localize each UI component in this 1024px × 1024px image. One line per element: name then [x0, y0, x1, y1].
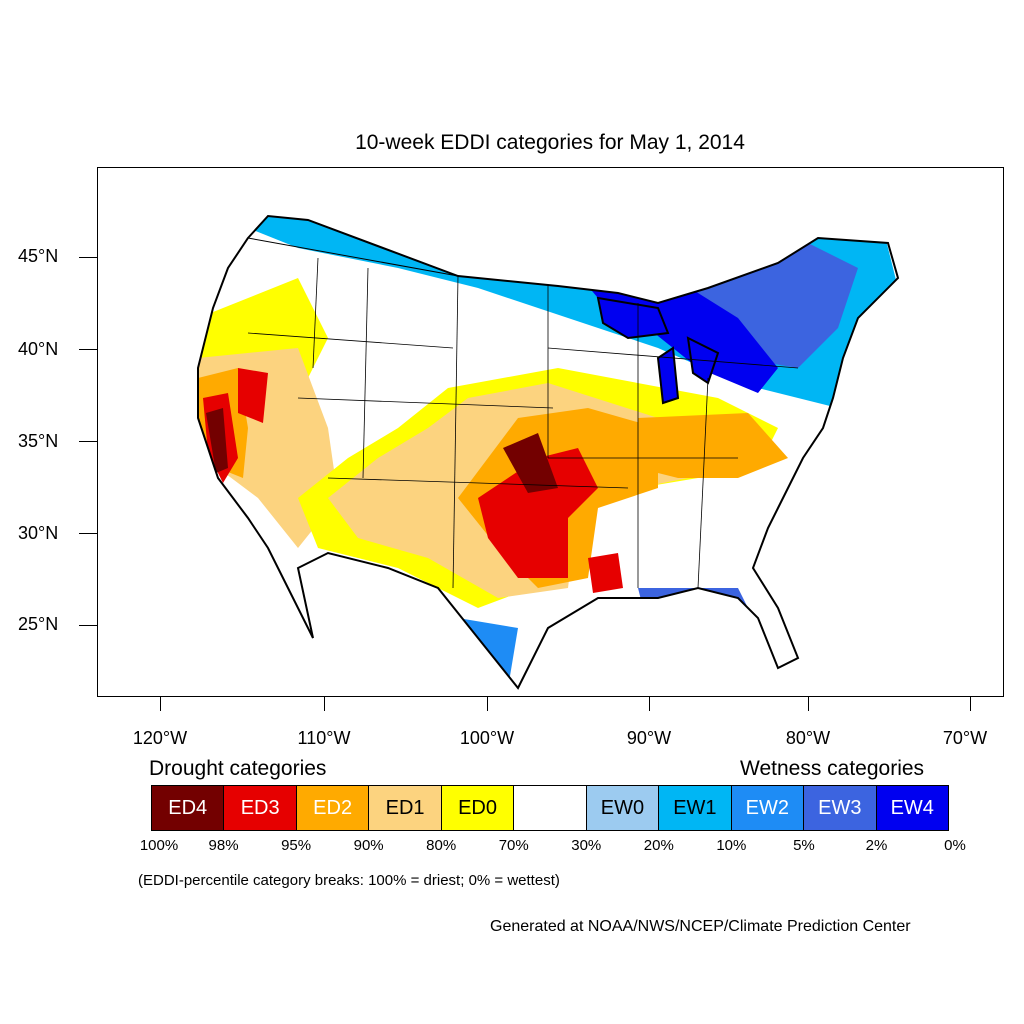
- legend-break-label: 5%: [793, 837, 815, 854]
- legend-cell-neutral: [514, 786, 587, 830]
- legend-cell-ed2: ED2: [296, 786, 370, 830]
- lon-label-90w: 90°W: [626, 728, 672, 748]
- legend-break-label: 70%: [498, 837, 529, 854]
- legend-color-bar: ED4 ED3 ED2 ED1 ED0 EW0 EW1 EW2 EW3 EW4: [151, 785, 949, 831]
- lat-tick: [79, 441, 97, 442]
- legend-cell-ed1: ED1: [369, 786, 442, 830]
- lat-tick: [79, 349, 97, 350]
- legend-cell-ed0: ED0: [441, 786, 515, 830]
- lon-label-110w: 110°W: [297, 728, 351, 748]
- legend-cell-ew0: EW0: [586, 786, 660, 830]
- legend-note: (EDDI-percentile category breaks: 100% =…: [138, 872, 560, 889]
- legend-break-label: 2%: [865, 837, 888, 854]
- legend-break-label: 30%: [571, 837, 602, 854]
- lon-tick: [160, 697, 161, 711]
- legend-break-label: 90%: [353, 837, 384, 854]
- lon-label-80w: 80°W: [785, 728, 831, 748]
- lon-tick: [808, 697, 809, 711]
- lat-tick: [79, 257, 97, 258]
- legend-break-label: 10%: [716, 837, 747, 854]
- legend-break-label: 95%: [281, 837, 312, 854]
- legend-cell-ew3: EW3: [804, 786, 877, 830]
- legend-break-label: 98%: [208, 837, 239, 854]
- lat-label-40: 40°N: [18, 339, 59, 359]
- lon-tick: [324, 697, 325, 711]
- lat-tick: [79, 625, 97, 626]
- lat-label-25: 25°N: [18, 614, 59, 634]
- legend-cell-ed4: ED4: [152, 786, 225, 830]
- legend-break-label: 100%: [139, 837, 179, 854]
- legend-wetness-heading: Wetness categories: [740, 757, 925, 780]
- credit-line: Generated at NOAA/NWS/NCEP/Climate Predi…: [490, 918, 911, 935]
- lat-label-35: 35°N: [18, 431, 59, 451]
- legend-cell-ew1: EW1: [659, 786, 732, 830]
- map-canvas: [197, 214, 900, 690]
- legend-drought-heading: Drought categories: [149, 757, 327, 780]
- lon-label-70w: 70°W: [942, 728, 988, 748]
- lon-label-100w: 100°W: [459, 728, 515, 748]
- lon-tick: [487, 697, 488, 711]
- lat-label-45: 45°N: [18, 246, 59, 266]
- eddi-map: [97, 167, 1004, 697]
- legend-cell-ew4: EW4: [876, 786, 948, 830]
- legend-break-label: 0%: [944, 837, 966, 854]
- legend-cell-ed3: ED3: [224, 786, 297, 830]
- lon-tick: [649, 697, 650, 711]
- lon-label-120w: 120°W: [132, 728, 188, 748]
- lon-tick: [970, 697, 971, 711]
- legend-break-label: 80%: [426, 837, 457, 854]
- lat-tick: [79, 533, 97, 534]
- legend-cell-ew2: EW2: [731, 786, 805, 830]
- lat-label-30: 30°N: [18, 523, 59, 543]
- map-title: 10-week EDDI categories for May 1, 2014: [355, 131, 745, 154]
- legend-break-label: 20%: [643, 837, 674, 854]
